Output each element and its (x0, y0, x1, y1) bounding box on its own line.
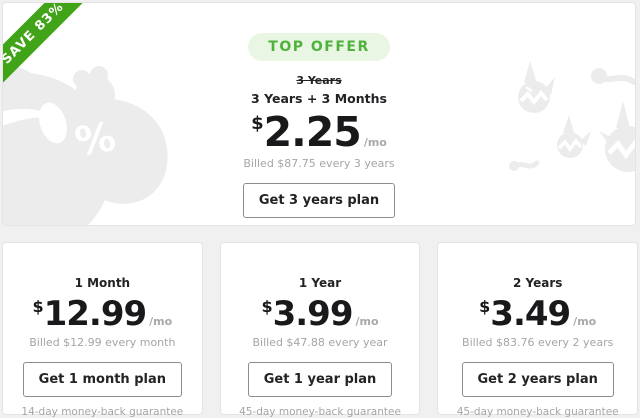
price-period: /mo (149, 315, 173, 328)
price: $3.99/mo (221, 297, 420, 331)
plan-name: 1 Month (74, 276, 131, 290)
price: $12.99/mo (3, 297, 202, 331)
price-period: /mo (573, 315, 597, 328)
plan-name: 2 Years (512, 276, 563, 290)
plan-card-2-years: 2 Years $3.49/mo Billed $83.76 every 2 y… (437, 242, 639, 418)
get-1-year-plan-button[interactable]: Get 1 year plan (247, 362, 393, 397)
currency-symbol: $ (32, 297, 44, 316)
price-amount: 2.25 (263, 108, 362, 156)
price-period: /mo (355, 315, 379, 328)
plan-name: 1 Year (298, 276, 342, 290)
currency-symbol: $ (479, 297, 491, 316)
plan-card-1-year: 1 Year $3.99/mo Billed $47.88 every year… (219, 242, 421, 418)
price-amount: 12.99 (43, 294, 148, 334)
currency-symbol: $ (251, 113, 264, 134)
get-2-years-plan-button[interactable]: Get 2 years plan (461, 362, 614, 397)
price-period: /mo (363, 136, 387, 149)
price: $3.49/mo (438, 297, 637, 331)
money-back-guarantee: 45-day money-back guarantee (239, 406, 401, 418)
old-plan-label: 3 Years (296, 74, 342, 87)
price-amount: 3.49 (490, 294, 571, 334)
get-3-years-plan-button[interactable]: Get 3 years plan (242, 183, 396, 218)
top-offer-card: % SAVE 83% (2, 2, 636, 226)
plan-card-1-month: 1 Month $12.99/mo Billed $12.99 every mo… (2, 242, 203, 418)
money-back-guarantee: 14-day money-back guarantee (21, 406, 184, 418)
plan-name: 3 Years + 3 Months (251, 91, 387, 106)
top-offer-badge: TOP OFFER (248, 33, 390, 61)
billing-info: Billed $12.99 every month (29, 336, 176, 349)
price-amount: 3.99 (272, 294, 354, 334)
billing-info: Billed $47.88 every year (252, 336, 388, 349)
currency-symbol: $ (261, 297, 273, 316)
get-1-month-plan-button[interactable]: Get 1 month plan (22, 362, 182, 397)
billing-info: Billed $83.76 every 2 years (462, 336, 614, 349)
billing-info: Billed $87.75 every 3 years (243, 157, 395, 170)
plans-row: 1 Month $12.99/mo Billed $12.99 every mo… (2, 242, 639, 418)
money-back-guarantee: 45-day money-back guarantee (456, 406, 619, 418)
price: $2.25/mo (3, 112, 635, 153)
